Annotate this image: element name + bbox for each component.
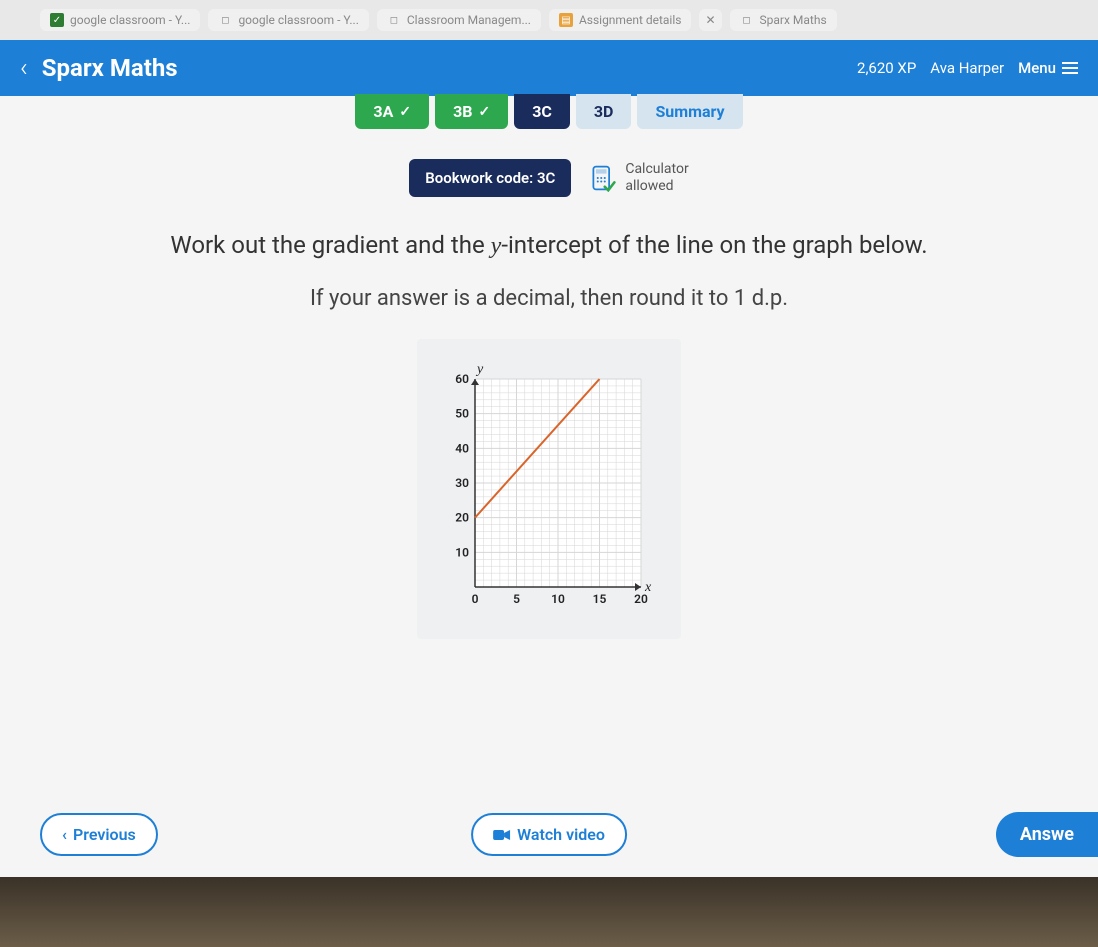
check-icon: ✓: [399, 104, 411, 120]
footer-row: ‹ Previous Watch video Answe: [0, 812, 1098, 857]
graph-container: 05101520102030405060yx: [417, 339, 681, 639]
browser-tab-1[interactable]: ✓ google classroom - Y...: [40, 9, 200, 31]
svg-text:40: 40: [455, 441, 469, 455]
tab-favicon-icon: ◻: [740, 13, 754, 27]
previous-button[interactable]: ‹ Previous: [40, 813, 158, 856]
task-tab-label: 3A: [373, 102, 393, 121]
svg-text:5: 5: [513, 592, 520, 606]
browser-tab-label: google classroom - Y...: [70, 13, 190, 27]
question-line-2: If your answer is a decimal, then round …: [60, 286, 1038, 311]
tab-favicon-icon: ◻: [387, 13, 401, 27]
task-tab-label: 3B: [453, 102, 472, 121]
browser-tab-3[interactable]: ◻ Classroom Managem...: [377, 9, 541, 31]
calculator-icon: [589, 164, 617, 192]
calc-line2: allowed: [625, 178, 688, 195]
answer-button[interactable]: Answe: [996, 812, 1098, 857]
tab-favicon-icon: ✓: [50, 13, 64, 27]
task-tab-3a[interactable]: 3A ✓: [355, 94, 429, 129]
svg-text:x: x: [644, 580, 652, 595]
xp-label: 2,620 XP: [857, 59, 916, 77]
task-tab-3c[interactable]: 3C: [514, 94, 570, 129]
svg-text:10: 10: [551, 592, 565, 606]
menu-button[interactable]: Menu: [1018, 59, 1078, 77]
browser-tab-4[interactable]: ▤ Assignment details: [549, 9, 692, 31]
watch-video-button[interactable]: Watch video: [471, 813, 627, 856]
check-icon: ✓: [478, 104, 490, 120]
svg-text:0: 0: [472, 592, 479, 606]
content-area: Work out the gradient and the y-intercep…: [0, 197, 1098, 659]
question-text-part: -intercept of the line on the graph belo…: [501, 231, 927, 259]
app-header: ‹ Sparx Maths 2,620 XP Ava Harper Menu: [0, 40, 1098, 96]
tab-favicon-icon: ▤: [559, 13, 573, 27]
browser-tab-label: Assignment details: [579, 13, 682, 27]
device-edge: [0, 877, 1098, 947]
svg-text:10: 10: [455, 545, 469, 559]
browser-tabs-row: ✓ google classroom - Y... ◻ google class…: [0, 0, 1098, 40]
task-tabs-row: 3A ✓ 3B ✓ 3C 3D Summary: [0, 94, 1098, 129]
tab-favicon-icon: ◻: [218, 13, 232, 27]
question-line-1: Work out the gradient and the y-intercep…: [60, 227, 1038, 264]
task-tab-label: Summary: [655, 102, 724, 121]
user-name: Ava Harper: [930, 59, 1004, 77]
task-tab-3d[interactable]: 3D: [576, 94, 632, 129]
hamburger-icon: [1062, 62, 1078, 74]
task-tab-summary[interactable]: Summary: [637, 94, 742, 129]
video-camera-icon: [493, 828, 511, 842]
close-icon: ✕: [705, 13, 715, 27]
browser-tab-2[interactable]: ◻ google classroom - Y...: [208, 9, 368, 31]
question-text-part: Work out the gradient and the: [170, 231, 490, 259]
browser-tab-label: Classroom Managem...: [407, 13, 531, 27]
bookwork-badge: Bookwork code: 3C: [409, 159, 571, 197]
task-tab-label: 3C: [532, 102, 552, 121]
task-tab-3b[interactable]: 3B ✓: [435, 94, 508, 129]
svg-text:60: 60: [455, 372, 469, 386]
chevron-left-icon: ‹: [62, 825, 67, 844]
calculator-allowed: Calculator allowed: [589, 161, 688, 195]
menu-label: Menu: [1018, 59, 1056, 77]
watch-video-label: Watch video: [517, 825, 605, 844]
browser-tab-close[interactable]: ✕: [699, 9, 721, 31]
calc-line1: Calculator: [625, 161, 688, 178]
graph-chart: 05101520102030405060yx: [439, 357, 659, 617]
answer-label: Answe: [1020, 824, 1074, 845]
svg-text:15: 15: [593, 592, 607, 606]
browser-tab-5[interactable]: ◻ Sparx Maths: [730, 9, 837, 31]
info-row: Bookwork code: 3C Calculator allowed: [0, 159, 1098, 197]
svg-text:50: 50: [455, 407, 469, 421]
app-title: Sparx Maths: [42, 54, 857, 82]
svg-text:20: 20: [455, 511, 469, 525]
svg-text:30: 30: [455, 476, 469, 490]
question-var-y: y: [491, 233, 502, 259]
back-chevron-icon[interactable]: ‹: [20, 53, 28, 83]
svg-text:y: y: [475, 362, 484, 377]
task-tab-label: 3D: [594, 102, 614, 121]
header-right: 2,620 XP Ava Harper Menu: [857, 59, 1078, 77]
browser-tab-label: Sparx Maths: [760, 13, 827, 27]
previous-label: Previous: [73, 825, 136, 844]
browser-tab-label: google classroom - Y...: [238, 13, 358, 27]
